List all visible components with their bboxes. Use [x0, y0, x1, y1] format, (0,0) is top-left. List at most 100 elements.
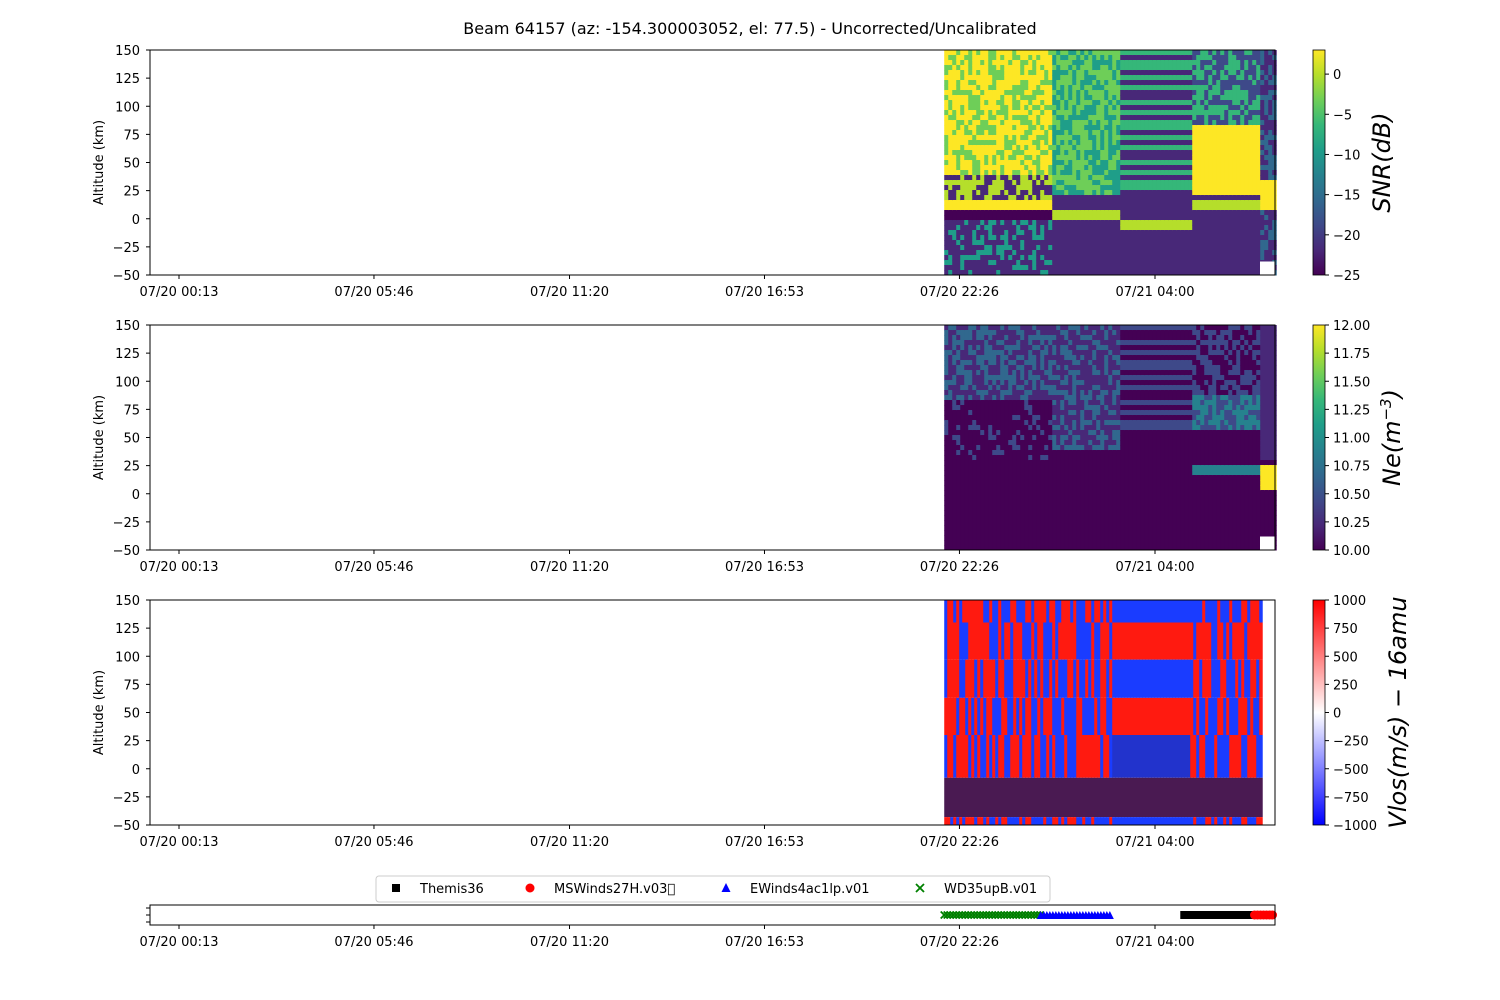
heatmap-cell [1020, 85, 1025, 91]
heatmap-cell [1256, 130, 1261, 136]
heatmap-cell [988, 205, 993, 211]
heatmap-cell [1200, 210, 1205, 216]
heatmap-cell [988, 465, 993, 471]
heatmap-cell [1084, 95, 1089, 101]
heatmap-cell [1012, 485, 1017, 491]
heatmap-cell [944, 490, 949, 496]
heatmap-cell [1044, 400, 1049, 406]
heatmap-cell [1152, 230, 1157, 236]
heatmap-cell [1088, 200, 1093, 206]
heatmap-cell [1048, 415, 1053, 421]
heatmap-cell [1024, 65, 1029, 71]
heatmap-cell [1096, 130, 1101, 136]
heatmap-cell [1152, 55, 1157, 61]
heatmap-cell [1064, 175, 1069, 181]
heatmap-cell [1072, 190, 1077, 196]
heatmap-cell [1212, 195, 1217, 201]
heatmap-cell [1016, 395, 1021, 401]
heatmap-cell [1028, 475, 1033, 481]
heatmap-cell [1068, 130, 1073, 136]
heatmap-cell [976, 190, 981, 196]
heatmap-cell [1028, 500, 1033, 506]
heatmap-cell [1060, 70, 1065, 76]
heatmap-cell [1256, 55, 1261, 61]
heatmap-cell [1196, 205, 1201, 211]
heatmap-cell [988, 85, 993, 91]
heatmap-cell [1104, 140, 1109, 146]
heatmap-cell [1008, 205, 1013, 211]
heatmap-cell [1016, 545, 1021, 551]
heatmap-cell [1020, 145, 1025, 151]
heatmap-cell [1068, 175, 1073, 181]
heatmap-cell [1076, 215, 1081, 221]
heatmap-cell [1000, 80, 1005, 86]
heatmap-cell [996, 475, 1001, 481]
heatmap-cell [980, 245, 985, 251]
heatmap-cell [1120, 85, 1125, 91]
heatmap-cell [964, 440, 969, 446]
heatmap-cell [1024, 245, 1029, 251]
heatmap-cell [1084, 240, 1089, 246]
heatmap-cell [1204, 205, 1209, 211]
heatmap-cell [1088, 195, 1093, 201]
heatmap-cell [980, 365, 985, 371]
heatmap-cell [1172, 190, 1177, 196]
heatmap-cell [1000, 235, 1005, 241]
heatmap-cell [1048, 50, 1053, 56]
heatmap-cell [996, 160, 1001, 166]
heatmap-cell [1264, 110, 1269, 116]
heatmap-cell [956, 145, 961, 151]
heatmap-cell [1172, 185, 1177, 191]
heatmap-cell [952, 415, 957, 421]
heatmap-cell [1008, 370, 1013, 376]
heatmap-cell [996, 145, 1001, 151]
heatmap-cell [980, 255, 985, 261]
heatmap-cell [1028, 170, 1033, 176]
heatmap-cell [1188, 100, 1193, 106]
heatmap-cell [988, 130, 993, 136]
heatmap-cell [1024, 370, 1029, 376]
heatmap-cell [1160, 210, 1165, 216]
heatmap-cell [1164, 65, 1169, 71]
heatmap-cell [1028, 250, 1033, 256]
y-tick-label: 150 [115, 44, 140, 59]
heatmap-cell [988, 150, 993, 156]
heatmap-cell [1036, 190, 1041, 196]
heatmap-cell [1260, 140, 1265, 146]
heatmap-cell [980, 405, 985, 411]
heatmap-cell [1040, 480, 1045, 486]
heatmap-cell [1196, 70, 1201, 76]
heatmap-cell [976, 405, 981, 411]
heatmap-cell [1208, 145, 1213, 151]
heatmap-cell [1188, 120, 1193, 126]
heatmap-cell [1072, 205, 1077, 211]
heatmap-cell [1196, 105, 1201, 111]
heatmap-cell [1080, 130, 1085, 136]
heatmap-cell [1048, 470, 1053, 476]
heatmap-cell [1092, 60, 1097, 66]
heatmap-cell [1116, 180, 1121, 186]
heatmap-cell [1216, 150, 1221, 156]
heatmap-cell [1180, 75, 1185, 81]
heatmap-cell [972, 260, 977, 266]
heatmap-cell [1212, 60, 1217, 66]
heatmap-cell [1000, 515, 1005, 521]
heatmap-cell [944, 65, 949, 71]
heatmap-cell [1084, 200, 1089, 206]
heatmap-cell [952, 455, 957, 461]
heatmap-cell [1196, 110, 1201, 116]
heatmap-cell [1000, 195, 1005, 201]
heatmap-cell [1104, 245, 1109, 251]
heatmap-cell [1176, 135, 1181, 141]
heatmap-cell [1044, 245, 1049, 251]
heatmap-cell [1124, 150, 1129, 156]
heatmap-cell [968, 125, 973, 131]
heatmap-cell [1028, 240, 1033, 246]
heatmap-cell [1140, 250, 1145, 256]
heatmap-cell [992, 270, 997, 276]
heatmap-cell [980, 55, 985, 61]
heatmap-cell [952, 355, 957, 361]
heatmap-cell [980, 160, 985, 166]
heatmap-cell [1140, 155, 1145, 161]
heatmap-cell [1140, 60, 1145, 66]
